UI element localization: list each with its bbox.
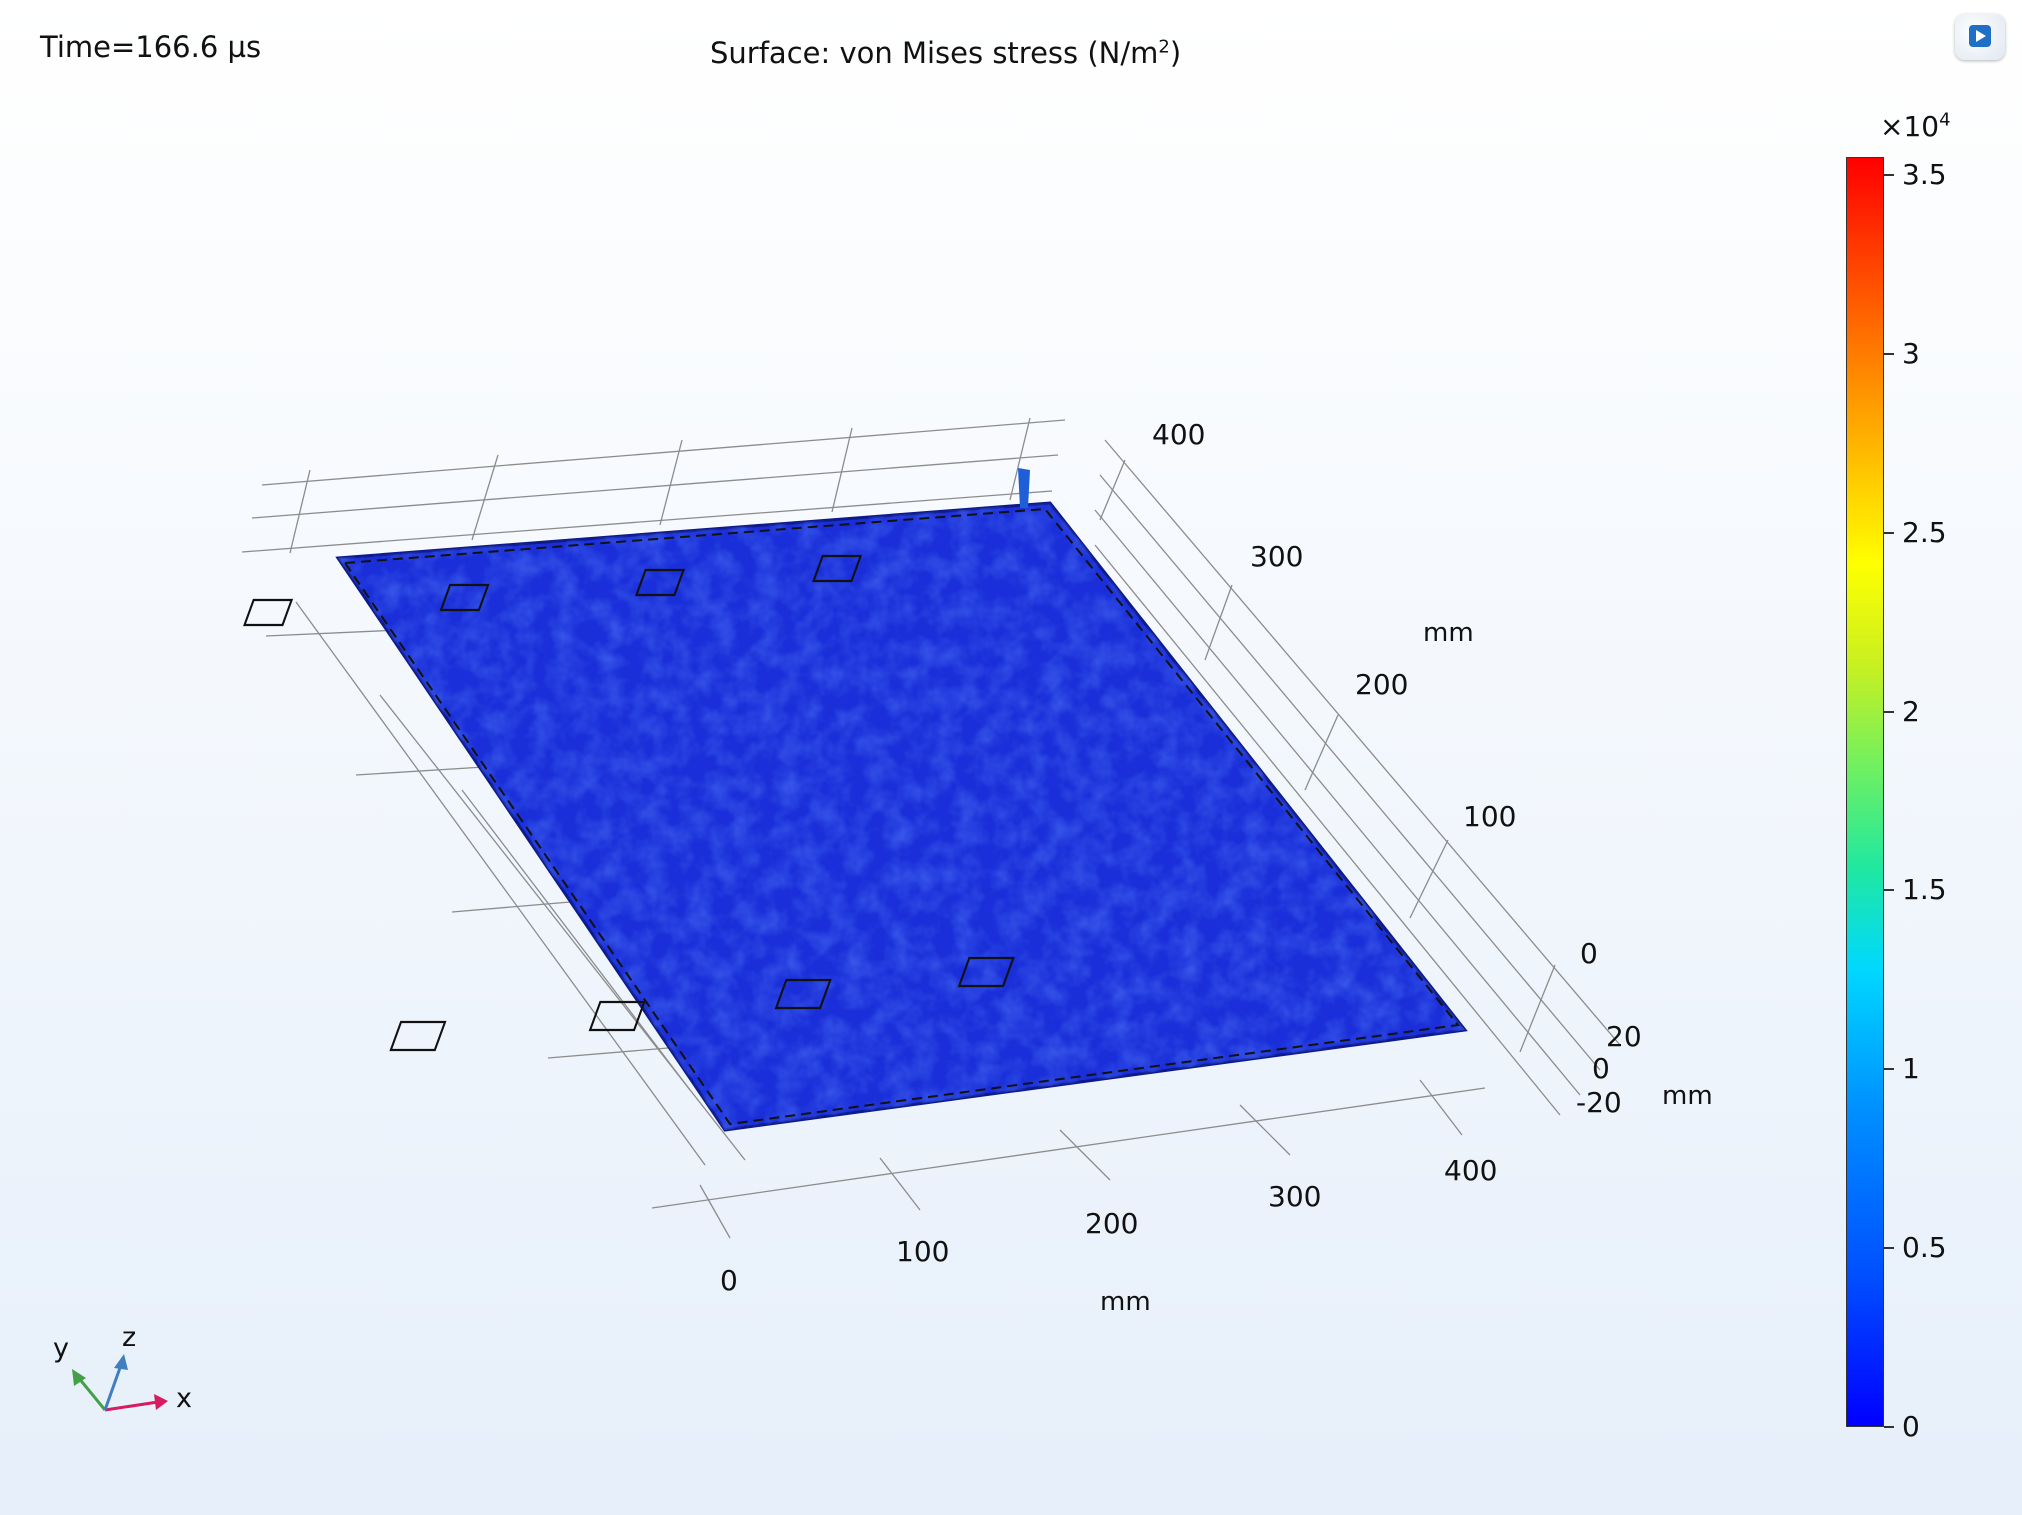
x-tick-label: 200 <box>1085 1207 1139 1240</box>
plot-title: Surface: von Mises stress (N/m2) <box>710 36 1181 70</box>
y-unit-label: mm <box>1423 618 1474 648</box>
colorbar-tick-label: 1 <box>1902 1052 1920 1086</box>
colorbar-legend <box>1846 157 1884 1427</box>
colorbar-tick-label: 2.5 <box>1902 515 1947 549</box>
colorbar-tick-label: 3 <box>1902 336 1920 370</box>
colorbar-tick <box>1884 173 1894 176</box>
x-tick-label: 100 <box>896 1235 950 1268</box>
colorbar-tick-label: 3.5 <box>1902 157 1947 191</box>
axis-triad <box>72 1354 168 1412</box>
colorbar-tick <box>1884 710 1894 713</box>
colorbar-tick-label: 0.5 <box>1902 1231 1947 1265</box>
x-tick-label: 400 <box>1444 1154 1498 1187</box>
fixture-marks <box>243 554 1015 1052</box>
colorbar-tick-label: 0 <box>1902 1410 1920 1443</box>
app-logo-icon[interactable] <box>1955 14 2005 60</box>
stress-surface[interactable] <box>243 468 1468 1132</box>
triad-y-label: y <box>53 1333 69 1364</box>
colorbar-tick <box>1884 1426 1894 1428</box>
y-tick-label: 200 <box>1355 668 1409 701</box>
y-tick-label: 100 <box>1463 800 1517 833</box>
z-tick-label: 20 <box>1606 1020 1642 1053</box>
grid-lines <box>241 417 1621 1239</box>
plot-title-text: Surface: von Mises stress (N/m <box>710 36 1159 70</box>
z-tick-label: 0 <box>1592 1052 1610 1085</box>
x-tick-label: 0 <box>720 1264 738 1297</box>
colorbar-tick <box>1884 1068 1894 1071</box>
x-unit-label: mm <box>1100 1287 1151 1317</box>
time-label: Time=166.6 µs <box>40 30 262 64</box>
colorbar-tick <box>1884 1247 1894 1250</box>
colorbar-tick-label: 1.5 <box>1902 873 1947 907</box>
x-tick-label: 300 <box>1268 1180 1322 1213</box>
plot-title-exponent: 2 <box>1158 36 1170 58</box>
colorbar-tick <box>1884 531 1894 534</box>
colorbar-tick <box>1884 352 1894 355</box>
plot-title-close: ) <box>1169 36 1182 70</box>
triad-z-label: z <box>122 1322 137 1353</box>
colorbar-tick-label: 2 <box>1902 694 1920 728</box>
y-tick-label: 300 <box>1250 540 1304 573</box>
z-unit-label: mm <box>1662 1081 1713 1111</box>
colorbar-multiplier: ×104 <box>1880 109 1951 143</box>
colorbar-tick <box>1884 889 1894 892</box>
z-tick-label: -20 <box>1576 1086 1622 1119</box>
triad-x-label: x <box>176 1383 192 1414</box>
y-tick-label: 0 <box>1580 937 1598 970</box>
y-tick-label: 400 <box>1152 418 1206 451</box>
